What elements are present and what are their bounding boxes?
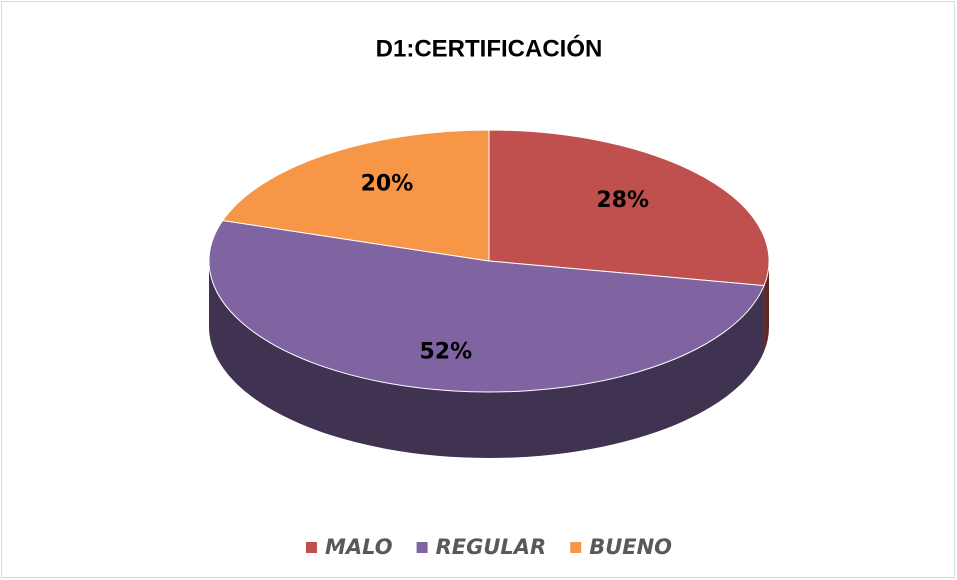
value-label: 52% — [419, 339, 472, 364]
chart-title: D1:CERTIFICACIÓN — [376, 34, 603, 62]
value-label: 20% — [361, 172, 414, 197]
slice — [488, 129, 770, 287]
slice — [221, 129, 490, 262]
slice-side — [209, 261, 765, 458]
legend-swatch — [305, 542, 317, 553]
slice — [208, 219, 765, 393]
legend-label: MALO — [325, 535, 393, 559]
value-label: 28% — [596, 188, 649, 213]
legend-swatch — [416, 542, 428, 553]
legend-label: REGULAR — [436, 535, 547, 559]
legend-swatch — [570, 542, 582, 553]
legend-label: BUENO — [589, 535, 672, 559]
